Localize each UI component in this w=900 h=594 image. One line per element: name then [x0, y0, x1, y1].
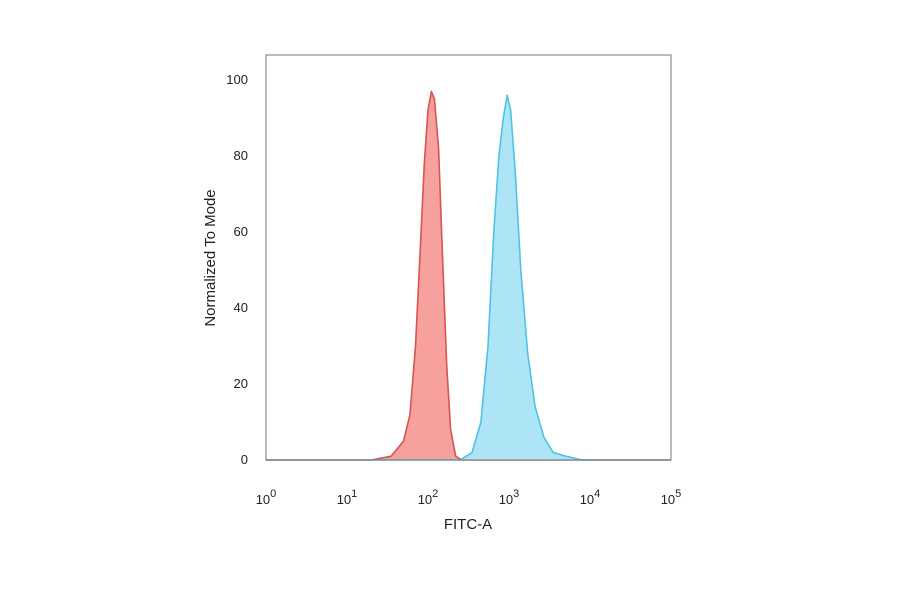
- y-tick-label-1: 20: [234, 376, 248, 391]
- x-tick-label-5: 105: [661, 488, 682, 507]
- x-tick-label-4: 104: [580, 488, 601, 507]
- y-tick-label-5: 100: [226, 72, 248, 87]
- series-line-1: [266, 94, 671, 461]
- y-tick-label-4: 80: [234, 148, 248, 163]
- x-tick-label-3: 103: [499, 488, 520, 507]
- series-area-1: [266, 95, 671, 460]
- y-axis-ticks: 0 20 40 60 80 100: [226, 72, 248, 467]
- x-tick-label-0: 100: [256, 488, 277, 507]
- series-area-0: [266, 91, 671, 461]
- x-tick-label-2: 102: [418, 488, 439, 507]
- series-layer: [266, 90, 671, 461]
- x-axis-title: FITC-A: [444, 516, 492, 533]
- series-line-0: [266, 90, 671, 461]
- plot-frame: [265, 54, 672, 461]
- y-tick-label-3: 60: [234, 224, 248, 239]
- x-axis-ticks: 100 101 102 103 104 105: [256, 488, 682, 507]
- y-tick-label-0: 0: [241, 452, 248, 467]
- y-tick-label-2: 40: [234, 300, 248, 315]
- x-tick-label-1: 101: [337, 488, 358, 507]
- y-axis-title: Normalized To Mode: [202, 189, 219, 326]
